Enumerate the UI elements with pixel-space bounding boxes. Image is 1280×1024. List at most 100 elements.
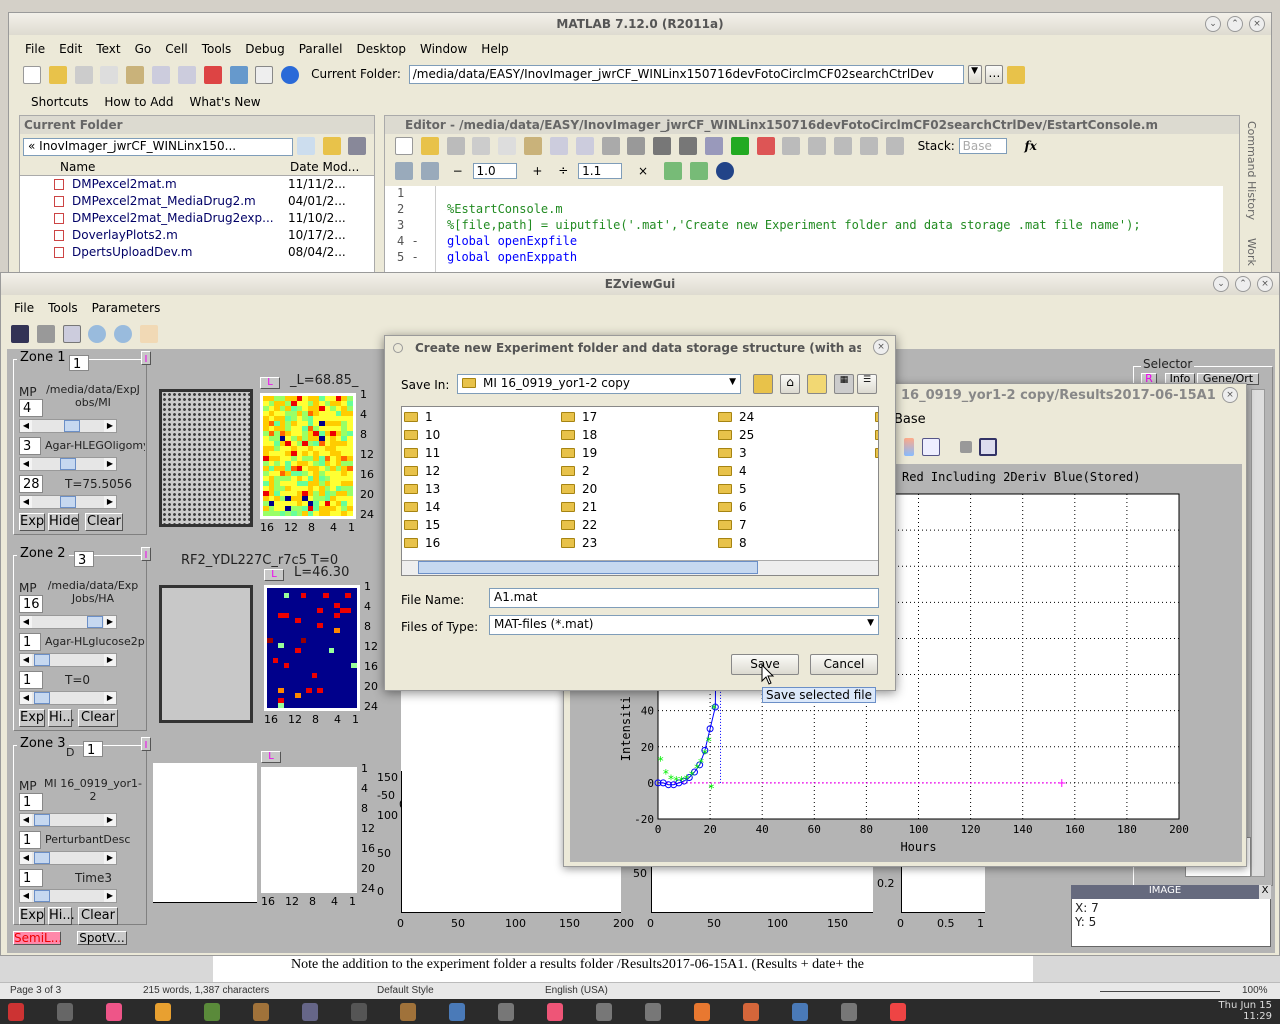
heatmap-cell[interactable] [272, 703, 279, 708]
heatmap-cell[interactable] [319, 406, 325, 411]
heatmap-cell[interactable] [296, 471, 303, 476]
folder-path-combo[interactable]: « InovImager_jwrCF_WINLinx150... [23, 137, 293, 156]
heatmap-cell[interactable] [323, 598, 329, 603]
heatmap-cell[interactable] [317, 658, 323, 663]
heatmap-cell[interactable] [285, 431, 291, 436]
heatmap-cell[interactable] [323, 668, 329, 673]
heatmap-cell[interactable] [311, 703, 318, 708]
heatmap-cell[interactable] [278, 588, 284, 593]
heatmap-cell[interactable] [341, 426, 347, 431]
heatmap-cell[interactable] [295, 618, 301, 623]
step-out-icon[interactable] [834, 137, 853, 155]
heatmap-cell[interactable] [328, 628, 335, 633]
heatmap-cell[interactable] [289, 693, 295, 698]
cell-divide-value[interactable]: 1.1 [578, 162, 623, 179]
heatmap-cell[interactable] [313, 481, 319, 486]
heatmap-cell[interactable] [341, 471, 347, 476]
heatmap-cell[interactable] [296, 501, 303, 506]
heatmap-cell[interactable] [319, 421, 325, 426]
heatmap-cell[interactable] [302, 471, 308, 476]
heatmap-cell[interactable] [323, 618, 329, 623]
heatmap-cell[interactable] [311, 608, 318, 613]
l-button[interactable]: L [261, 751, 281, 763]
heatmap-cell[interactable] [291, 486, 297, 491]
heatmap-cell[interactable] [296, 421, 303, 426]
zone-number[interactable]: 1 [69, 355, 89, 372]
heatmap-cell[interactable] [306, 638, 312, 643]
heatmap-cell[interactable] [330, 506, 336, 511]
heatmap-cell[interactable] [339, 603, 346, 608]
heatmap-cell[interactable] [274, 426, 280, 431]
heatmap-cell[interactable] [311, 598, 318, 603]
heatmap-cell[interactable] [268, 426, 275, 431]
heatmap-cell[interactable] [339, 648, 346, 653]
new-icon[interactable] [395, 137, 413, 155]
edit-plot-icon[interactable] [62, 325, 81, 343]
heatmap-cell[interactable] [311, 613, 318, 618]
file-row[interactable]: DMPexcel2mat_MediaDrug2.m 04/01/2... [20, 193, 374, 210]
heatmap-cell[interactable] [335, 466, 342, 471]
heatmap-cell[interactable] [268, 421, 275, 426]
heatmap-cell[interactable] [335, 406, 342, 411]
heatmap-cell[interactable] [313, 436, 319, 441]
paste-icon[interactable] [524, 137, 543, 155]
heatmap-cell[interactable] [334, 593, 340, 598]
heatmap-cell[interactable] [345, 598, 351, 603]
heatmap-cell[interactable] [319, 476, 325, 481]
heatmap-cell[interactable] [339, 623, 346, 628]
heatmap-cell[interactable] [313, 431, 319, 436]
heatmap-cell[interactable] [330, 496, 336, 501]
heatmap-cell[interactable] [351, 608, 357, 613]
heatmap-cell[interactable] [302, 486, 308, 491]
heatmap-cell[interactable] [302, 476, 308, 481]
heatmap-cell[interactable] [345, 693, 351, 698]
heatmap-cell[interactable] [296, 476, 303, 481]
heatmap-cell[interactable] [313, 506, 319, 511]
heatmap-cell[interactable] [279, 491, 286, 496]
heatmap-cell[interactable] [272, 608, 279, 613]
heatmap-cell[interactable] [285, 426, 291, 431]
heatmap-cell[interactable] [272, 648, 279, 653]
heatmap-cell[interactable] [306, 688, 312, 693]
heatmap-cell[interactable] [317, 643, 323, 648]
heatmap-cell[interactable] [289, 628, 295, 633]
heatmap-cell[interactable] [296, 451, 303, 456]
heatmap-cell[interactable] [289, 638, 295, 643]
zone-number[interactable]: 1 [83, 741, 103, 758]
heatmap-cell[interactable] [306, 663, 312, 668]
heatmap-cell[interactable] [300, 628, 307, 633]
heatmap-cell[interactable] [295, 668, 301, 673]
heatmap-cell[interactable] [328, 633, 335, 638]
heatmap-cell[interactable] [263, 476, 269, 481]
heatmap-cell[interactable] [347, 401, 353, 406]
heatmap-cell[interactable] [345, 703, 351, 708]
heatmap-cell[interactable] [279, 411, 286, 416]
heatmap-cell[interactable] [334, 688, 340, 693]
heatmap-cell[interactable] [351, 703, 357, 708]
slider[interactable]: ◀ ▶ [19, 653, 117, 667]
heatmap-cell[interactable] [334, 623, 340, 628]
heatmap-cell[interactable] [324, 511, 331, 516]
folder-item[interactable]: 15 [404, 518, 440, 532]
heatmap-cell[interactable] [330, 426, 336, 431]
heatmap-cell[interactable] [351, 618, 357, 623]
heatmap-cell[interactable] [295, 688, 301, 693]
heatmap-cell[interactable] [268, 511, 275, 516]
heatmap-cell[interactable] [300, 698, 307, 703]
heatmap-cell[interactable] [323, 608, 329, 613]
heatmap-cell[interactable] [289, 703, 295, 708]
home-button[interactable]: ⌂ [780, 374, 800, 394]
heatmap-cell[interactable] [317, 598, 323, 603]
heatmap-cell[interactable] [311, 638, 318, 643]
heatmap-cell[interactable] [285, 506, 291, 511]
copy-icon[interactable] [100, 65, 119, 84]
heatmap-cell[interactable] [335, 421, 342, 426]
heatmap-cell[interactable] [330, 401, 336, 406]
slider-thumb[interactable] [60, 496, 76, 508]
slider[interactable]: ◀ ▶ [19, 851, 117, 865]
heatmap-cell[interactable] [345, 638, 351, 643]
heatmap-cell[interactable] [278, 618, 284, 623]
up-one-level-button[interactable] [753, 374, 773, 394]
heatmap-cell[interactable] [313, 461, 319, 466]
heatmap-cell[interactable] [339, 693, 346, 698]
